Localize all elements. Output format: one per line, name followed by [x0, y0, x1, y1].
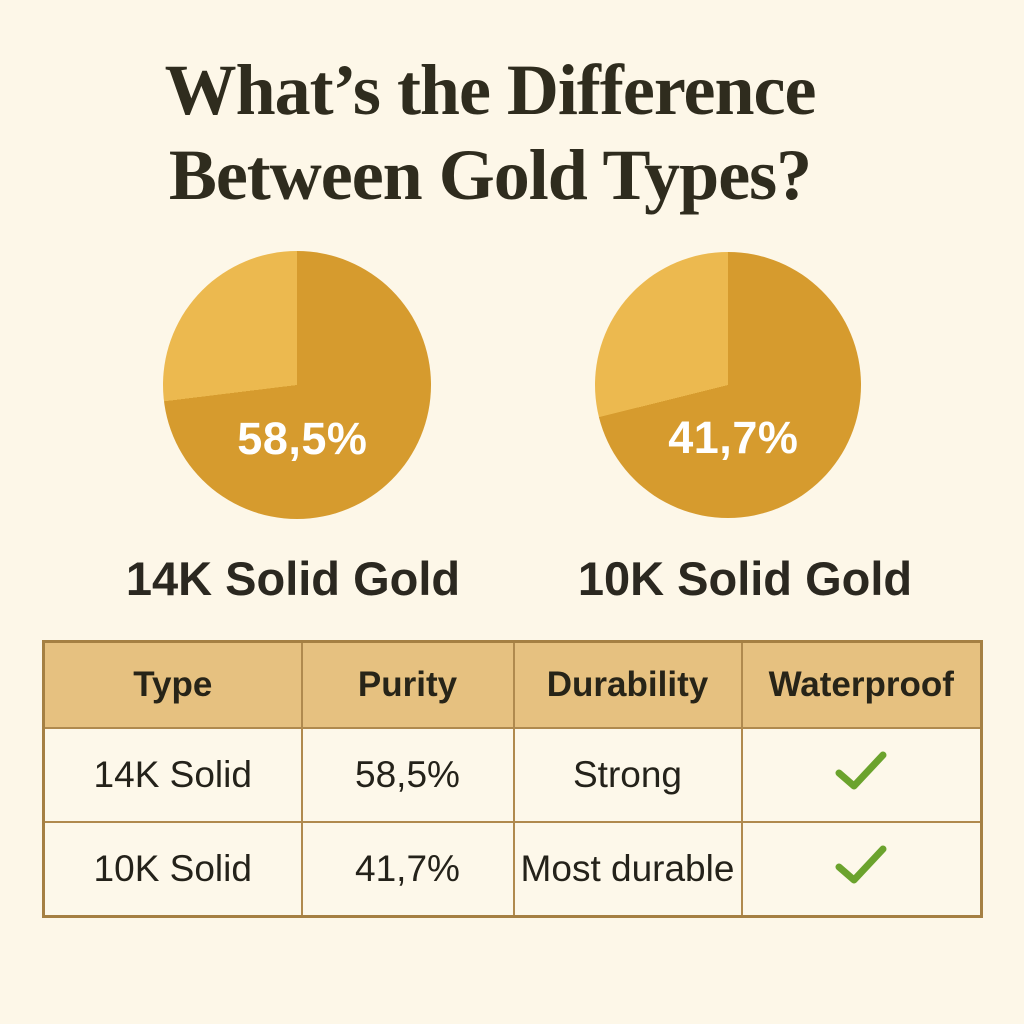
- pie-caption-10k: 10K Solid Gold: [577, 552, 913, 605]
- table-row-14k: 14K Solid 58,5% Strong: [42, 727, 983, 823]
- cell-type-10k: 10K Solid: [42, 821, 303, 918]
- cell-type-14k: 14K Solid: [42, 727, 303, 823]
- page-title-line1: What’s the Difference: [164, 50, 817, 130]
- column-header-type: Type: [42, 640, 303, 729]
- cell-waterproof-10k: [740, 821, 983, 918]
- cell-durability-10k: Most durable: [512, 821, 743, 918]
- cell-durability-14k: Strong: [512, 727, 743, 823]
- page-title-line2: Between Gold Types?: [168, 134, 812, 215]
- column-header-durability: Durability: [512, 640, 743, 729]
- cell-waterproof-14k: [740, 727, 983, 823]
- checkmark-icon: [833, 751, 889, 791]
- page-title: What’s the Difference Between Gold Types?: [0, 48, 980, 218]
- checkmark-icon: [833, 845, 889, 885]
- table-row-10k: 10K Solid 41,7% Most durable: [42, 821, 983, 918]
- table-header-row: Type Purity Durability Waterproof: [42, 640, 983, 729]
- column-header-purity: Purity: [300, 640, 515, 729]
- pie-percentage-label-14k: 58,5%: [237, 412, 368, 464]
- pie-chart-10k: 41,7%: [595, 252, 861, 518]
- pie-percentage-label-10k: 41,7%: [668, 412, 799, 464]
- pie-caption-14k: 14K Solid Gold: [125, 552, 461, 605]
- comparison-table: Type Purity Durability Waterproof 14K So…: [42, 640, 983, 918]
- cell-purity-10k: 41,7%: [300, 821, 515, 918]
- cell-purity-14k: 58,5%: [300, 727, 515, 823]
- pie-chart-14k: 58,5%: [163, 251, 431, 519]
- column-header-waterproof: Waterproof: [740, 640, 983, 729]
